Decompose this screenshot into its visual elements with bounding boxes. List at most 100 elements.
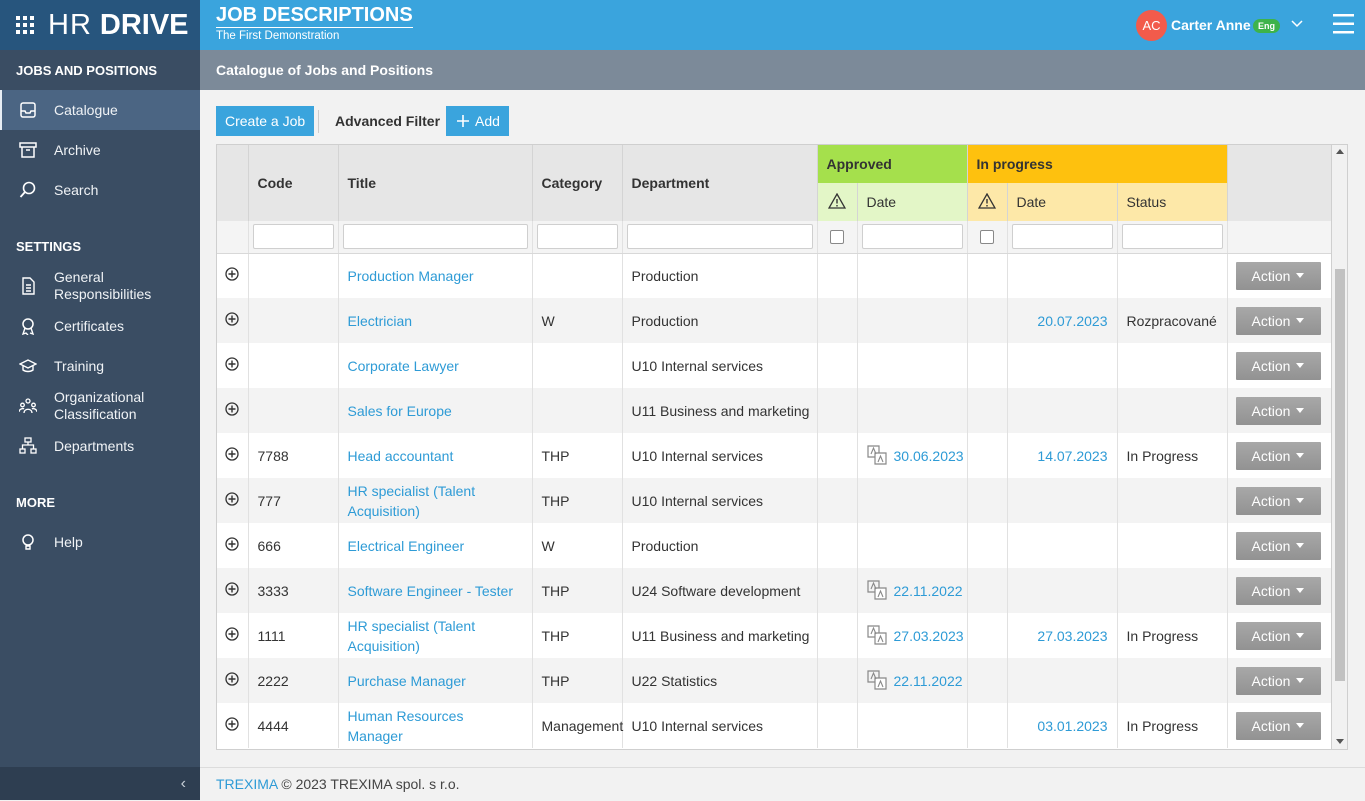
action-button[interactable]: Action bbox=[1235, 261, 1321, 290]
filter-input[interactable] bbox=[626, 224, 813, 250]
cell: 20.07.2023 bbox=[1007, 298, 1118, 343]
action-button[interactable]: Action bbox=[1235, 351, 1321, 380]
nav-icon bbox=[19, 398, 37, 414]
progress-date[interactable]: 14.07.2023 bbox=[1037, 447, 1108, 464]
action-button[interactable]: Action bbox=[1235, 486, 1321, 515]
nav-item[interactable]: Catalogue bbox=[0, 90, 200, 130]
add-filter-button[interactable]: Add bbox=[446, 106, 509, 136]
nav-item[interactable]: Departments bbox=[0, 426, 200, 466]
approved-date[interactable]: 27.03.2023 bbox=[893, 628, 964, 644]
filter-checkbox[interactable] bbox=[830, 229, 844, 244]
header-cell[interactable]: Department bbox=[622, 145, 818, 221]
cell bbox=[817, 343, 858, 388]
scroll-down[interactable] bbox=[1336, 739, 1344, 744]
filter-input[interactable] bbox=[342, 224, 528, 250]
header-cell[interactable]: Date bbox=[1007, 183, 1118, 221]
nav-item[interactable]: Training bbox=[0, 346, 200, 386]
scrollbar[interactable] bbox=[1332, 144, 1348, 750]
scroll-up[interactable] bbox=[1336, 149, 1344, 154]
table-row: 4444 Human Resources Manager Management U10… bbox=[217, 703, 1331, 748]
filter-input[interactable] bbox=[536, 224, 618, 250]
filter-input[interactable] bbox=[252, 224, 334, 250]
nav-item[interactable]: Help bbox=[0, 522, 200, 562]
expand-icon[interactable] bbox=[225, 716, 239, 731]
progress-date[interactable]: 03.01.2023 bbox=[1037, 717, 1108, 734]
header-cell[interactable]: Code bbox=[248, 145, 339, 221]
title[interactable]: HR specialist (Talent Acquisition) bbox=[347, 482, 476, 519]
expand-icon[interactable] bbox=[225, 311, 239, 326]
nav-item[interactable]: Archive bbox=[0, 130, 200, 170]
title[interactable]: Electrician bbox=[347, 312, 413, 329]
nav-item[interactable]: General Responsibilities bbox=[0, 266, 200, 306]
cell: Software Engineer - Tester bbox=[338, 568, 533, 613]
nav-label: Archive bbox=[54, 141, 101, 158]
expand-icon[interactable] bbox=[225, 491, 239, 506]
progress-date[interactable]: 27.03.2023 bbox=[1037, 627, 1108, 644]
expand-icon[interactable] bbox=[225, 581, 239, 596]
logo[interactable]: HR DRIVE bbox=[0, 0, 200, 50]
header-cell[interactable]: Status bbox=[1117, 183, 1228, 221]
cell bbox=[857, 343, 968, 388]
approved-date[interactable]: 22.11.2022 bbox=[893, 583, 963, 599]
action-button[interactable]: Action bbox=[1235, 711, 1321, 740]
expand-icon[interactable] bbox=[225, 671, 239, 686]
cell: Rozpracované bbox=[1117, 298, 1228, 343]
filter-input[interactable] bbox=[861, 224, 963, 250]
user-name[interactable]: Carter Anne bbox=[1171, 17, 1251, 33]
filter-input[interactable] bbox=[1121, 224, 1223, 250]
section-title: Catalogue of Jobs and Positions bbox=[216, 62, 434, 78]
expand-icon[interactable] bbox=[225, 446, 239, 461]
filter-checkbox[interactable] bbox=[980, 229, 994, 244]
hamburger[interactable] bbox=[1333, 14, 1354, 34]
cell: Electrician bbox=[338, 298, 533, 343]
nav-item[interactable]: Search bbox=[0, 170, 200, 210]
action-button[interactable]: Action bbox=[1235, 441, 1321, 470]
filter-input[interactable] bbox=[1011, 224, 1113, 250]
title[interactable]: Corporate Lawyer bbox=[347, 357, 459, 374]
user-menu-chevron[interactable] bbox=[1291, 20, 1303, 28]
title[interactable]: Head accountant bbox=[347, 447, 454, 464]
expand-icon[interactable] bbox=[225, 626, 239, 641]
title[interactable]: HR specialist (Talent Acquisition) bbox=[347, 617, 476, 654]
cell: Production bbox=[622, 523, 818, 568]
nav-item[interactable]: Organizational Classification bbox=[0, 386, 200, 426]
cell bbox=[1007, 388, 1118, 433]
expand-icon[interactable] bbox=[225, 401, 239, 416]
collapse-button[interactable]: ‹ bbox=[0, 767, 200, 800]
company-link[interactable]: TREXIMA bbox=[216, 776, 278, 792]
expand-icon[interactable] bbox=[225, 536, 239, 551]
approved-date[interactable]: 22.11.2022 bbox=[893, 673, 963, 689]
avatar[interactable]: AC bbox=[1136, 10, 1167, 41]
header-cell[interactable]: Category bbox=[532, 145, 623, 221]
nav-item[interactable]: Certificates bbox=[0, 306, 200, 346]
progress-date[interactable]: 20.07.2023 bbox=[1037, 312, 1108, 329]
cell bbox=[1007, 658, 1118, 703]
title[interactable]: Human Resources Manager bbox=[347, 707, 464, 744]
action-button[interactable]: Action bbox=[1235, 396, 1321, 425]
cell bbox=[857, 253, 968, 298]
apps-icon[interactable] bbox=[16, 16, 34, 34]
expand-icon[interactable] bbox=[225, 356, 239, 371]
header-cell[interactable]: Title bbox=[338, 145, 533, 221]
title[interactable]: Electrical Engineer bbox=[347, 537, 465, 554]
header-cell[interactable]: Date bbox=[857, 183, 968, 221]
scroll-thumb[interactable] bbox=[1335, 269, 1345, 681]
language-badge[interactable]: Eng bbox=[1253, 19, 1280, 33]
nav-label: General Responsibilities bbox=[54, 269, 152, 302]
action-button[interactable]: Action bbox=[1235, 621, 1321, 650]
title[interactable]: Production Manager bbox=[347, 267, 474, 284]
title[interactable]: Sales for Europe bbox=[347, 402, 452, 419]
create-job-button[interactable]: Create a Job bbox=[216, 106, 315, 136]
approved-date[interactable]: 30.06.2023 bbox=[893, 448, 964, 464]
title[interactable]: Software Engineer - Tester bbox=[347, 582, 514, 599]
cell bbox=[967, 613, 1008, 658]
action-button[interactable]: Action bbox=[1235, 576, 1321, 605]
cell: Purchase Manager bbox=[338, 658, 533, 703]
action-button[interactable]: Action bbox=[1235, 306, 1321, 335]
expand-icon[interactable] bbox=[225, 267, 239, 281]
action-button[interactable]: Action bbox=[1235, 666, 1321, 695]
cell bbox=[217, 298, 249, 343]
action-button[interactable]: Action bbox=[1235, 531, 1321, 560]
title[interactable]: Purchase Manager bbox=[347, 672, 466, 689]
